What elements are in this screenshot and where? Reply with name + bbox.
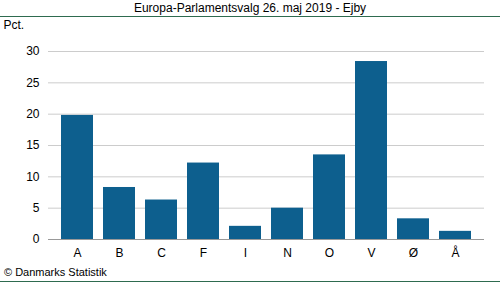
svg-text:Å: Å: [451, 245, 459, 260]
svg-text:0: 0: [33, 232, 40, 246]
svg-text:O: O: [325, 246, 334, 260]
svg-text:30: 30: [26, 44, 40, 58]
svg-text:20: 20: [26, 107, 40, 121]
svg-text:F: F: [200, 246, 207, 260]
svg-text:N: N: [283, 246, 292, 260]
svg-text:V: V: [367, 246, 375, 260]
svg-text:25: 25: [26, 76, 40, 90]
html-text:Europa-Parlamentsvalg 26. maj: Europa-Parlamentsvalg 26. maj 2019 - Ejb…: [133, 1, 367, 15]
svg-text:10: 10: [26, 170, 40, 184]
svg-text:Pct.: Pct.: [4, 18, 25, 32]
svg-text:15: 15: [26, 138, 40, 152]
svg-text:B: B: [115, 246, 123, 260]
svg-text:A: A: [73, 246, 81, 260]
svg-text:Ø: Ø: [409, 246, 418, 260]
svg-text:I: I: [244, 246, 247, 260]
svg-text:5: 5: [33, 201, 40, 215]
html-text:© Danmarks Statistik: © Danmarks Statistik: [4, 266, 107, 278]
svg-text:C: C: [157, 246, 166, 260]
